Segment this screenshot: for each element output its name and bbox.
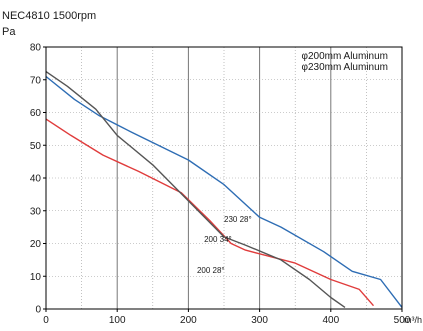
axis-ticks: 0 100 200 300 400 500 0 10 20 30 40 50 60 70 80 — [30, 43, 411, 327]
chart-title: NEC4810 1500rpm — [2, 10, 96, 22]
x-tick-label: 500 — [394, 315, 411, 326]
series-labels: 230 28° 200 34° 200 28° — [197, 215, 252, 275]
x-tick-label: 0 — [43, 315, 49, 326]
x-tick-label: 400 — [322, 315, 339, 326]
y-tick-label: 70 — [30, 75, 42, 86]
y-tick-label: 20 — [30, 239, 42, 250]
series-layer — [45, 71, 403, 308]
series-label: 230 28° — [224, 215, 252, 224]
y-tick-label: 60 — [30, 108, 42, 119]
series-line — [45, 71, 346, 308]
series-line — [45, 75, 403, 308]
x-tick-label: 100 — [109, 315, 126, 326]
legend-entry: φ230mm Aluminum — [301, 62, 388, 73]
y-tick-label: 10 — [30, 272, 42, 283]
series-label: 200 34° — [204, 235, 232, 244]
x-tick-label: 200 — [180, 315, 197, 326]
x-tick-label: 300 — [251, 315, 268, 326]
y-tick-label: 40 — [30, 174, 42, 185]
series-line — [45, 118, 375, 307]
y-tick-label: 0 — [35, 305, 41, 316]
x-axis-label: m³/h — [404, 315, 422, 325]
grid — [46, 47, 402, 309]
y-tick-label: 50 — [30, 141, 42, 152]
legend-entry: φ200mm Aluminum — [301, 51, 388, 62]
y-tick-label: 30 — [30, 206, 42, 217]
y-axis-label: Pa — [2, 26, 16, 38]
series-label: 200 28° — [197, 266, 225, 275]
y-tick-label: 80 — [30, 43, 42, 54]
